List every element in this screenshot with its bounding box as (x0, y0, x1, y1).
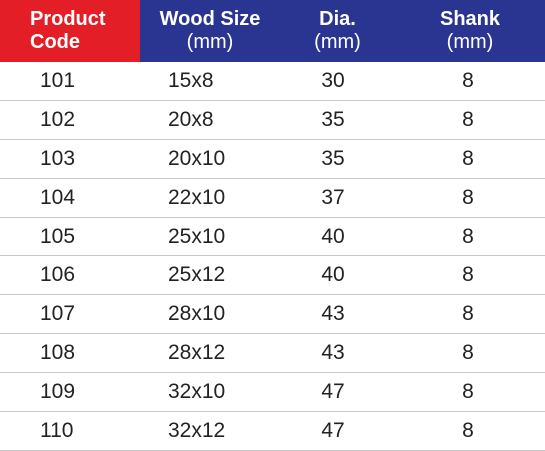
header-line: (mm) (446, 31, 494, 53)
table-cell: 20x8 (168, 107, 214, 131)
table-row: 108 28x12 43 8 (0, 334, 545, 374)
table-cell: 28x12 (168, 341, 226, 365)
table-cell: 8 (462, 419, 474, 443)
header-line: Product (30, 8, 106, 30)
table-cell: 108 (40, 341, 76, 365)
table-cell: 8 (462, 146, 474, 170)
header-line: (mm) (186, 31, 234, 53)
table-cell: 8 (462, 263, 474, 287)
header-line: Dia. (319, 8, 356, 30)
header-cell: Shank (mm) (395, 0, 545, 62)
table-row: 109 32x10 47 8 (0, 373, 545, 413)
table-cell: 101 (40, 68, 76, 92)
table-cell: 37 (321, 185, 345, 209)
table-row: 104 22x10 37 8 (0, 179, 545, 218)
table-cell: 8 (462, 380, 474, 404)
table-row: 102 20x8 35 8 (0, 101, 545, 140)
table-row: 110 32x12 47 8 (0, 412, 545, 451)
table-cell: 32x10 (168, 380, 226, 404)
table-cell: 47 (321, 419, 345, 443)
table-cell: 30 (321, 68, 345, 92)
table-cell: 109 (40, 380, 76, 404)
table-cell: 47 (321, 380, 345, 404)
table-cell: 22x10 (168, 185, 226, 209)
table-cell: 43 (321, 341, 345, 365)
header-line: Shank (439, 8, 501, 30)
table-cell: 15x8 (168, 68, 214, 92)
table-row: 101 15x8 30 8 (0, 62, 545, 101)
table-cell: 103 (40, 146, 76, 170)
header-cell: Dia. (mm) (280, 0, 395, 62)
table-cell: 8 (462, 107, 474, 131)
table-row: 107 28x10 43 8 (0, 295, 545, 335)
table-cell: 8 (462, 68, 474, 92)
table-cell: 106 (40, 263, 76, 287)
table-cell: 110 (40, 419, 74, 443)
table-cell: 35 (321, 146, 345, 170)
table-row: 106 25x12 40 8 (0, 257, 545, 296)
table-cell: 43 (321, 302, 345, 326)
header-cell: Wood Size (mm) (140, 0, 280, 62)
table-cell: 25x10 (168, 224, 226, 248)
table-cell: 8 (462, 185, 474, 209)
table-row: 103 20x10 35 8 (0, 140, 545, 179)
table-cell: 8 (462, 341, 474, 365)
table-cell: 105 (40, 224, 76, 248)
table-row: 105 25x10 40 8 (0, 218, 545, 257)
table-cell: 28x10 (168, 302, 226, 326)
table-cell: 20x10 (168, 146, 226, 170)
header-line: Code (30, 31, 80, 53)
table-cell: 32x12 (168, 419, 226, 443)
table-cell: 102 (40, 107, 76, 131)
header-line: Wood Size (159, 8, 261, 30)
table-cell: 104 (40, 185, 76, 209)
header-cell: Product Code (0, 0, 140, 62)
table-cell: 107 (40, 302, 76, 326)
table-cell: 40 (321, 224, 345, 248)
table-cell: 8 (462, 302, 474, 326)
header-line: (mm) (314, 31, 361, 53)
table-cell: 8 (462, 224, 474, 248)
table-cell: 35 (321, 107, 345, 131)
table-cell: 25x12 (168, 263, 226, 287)
table-cell: 40 (321, 263, 345, 287)
